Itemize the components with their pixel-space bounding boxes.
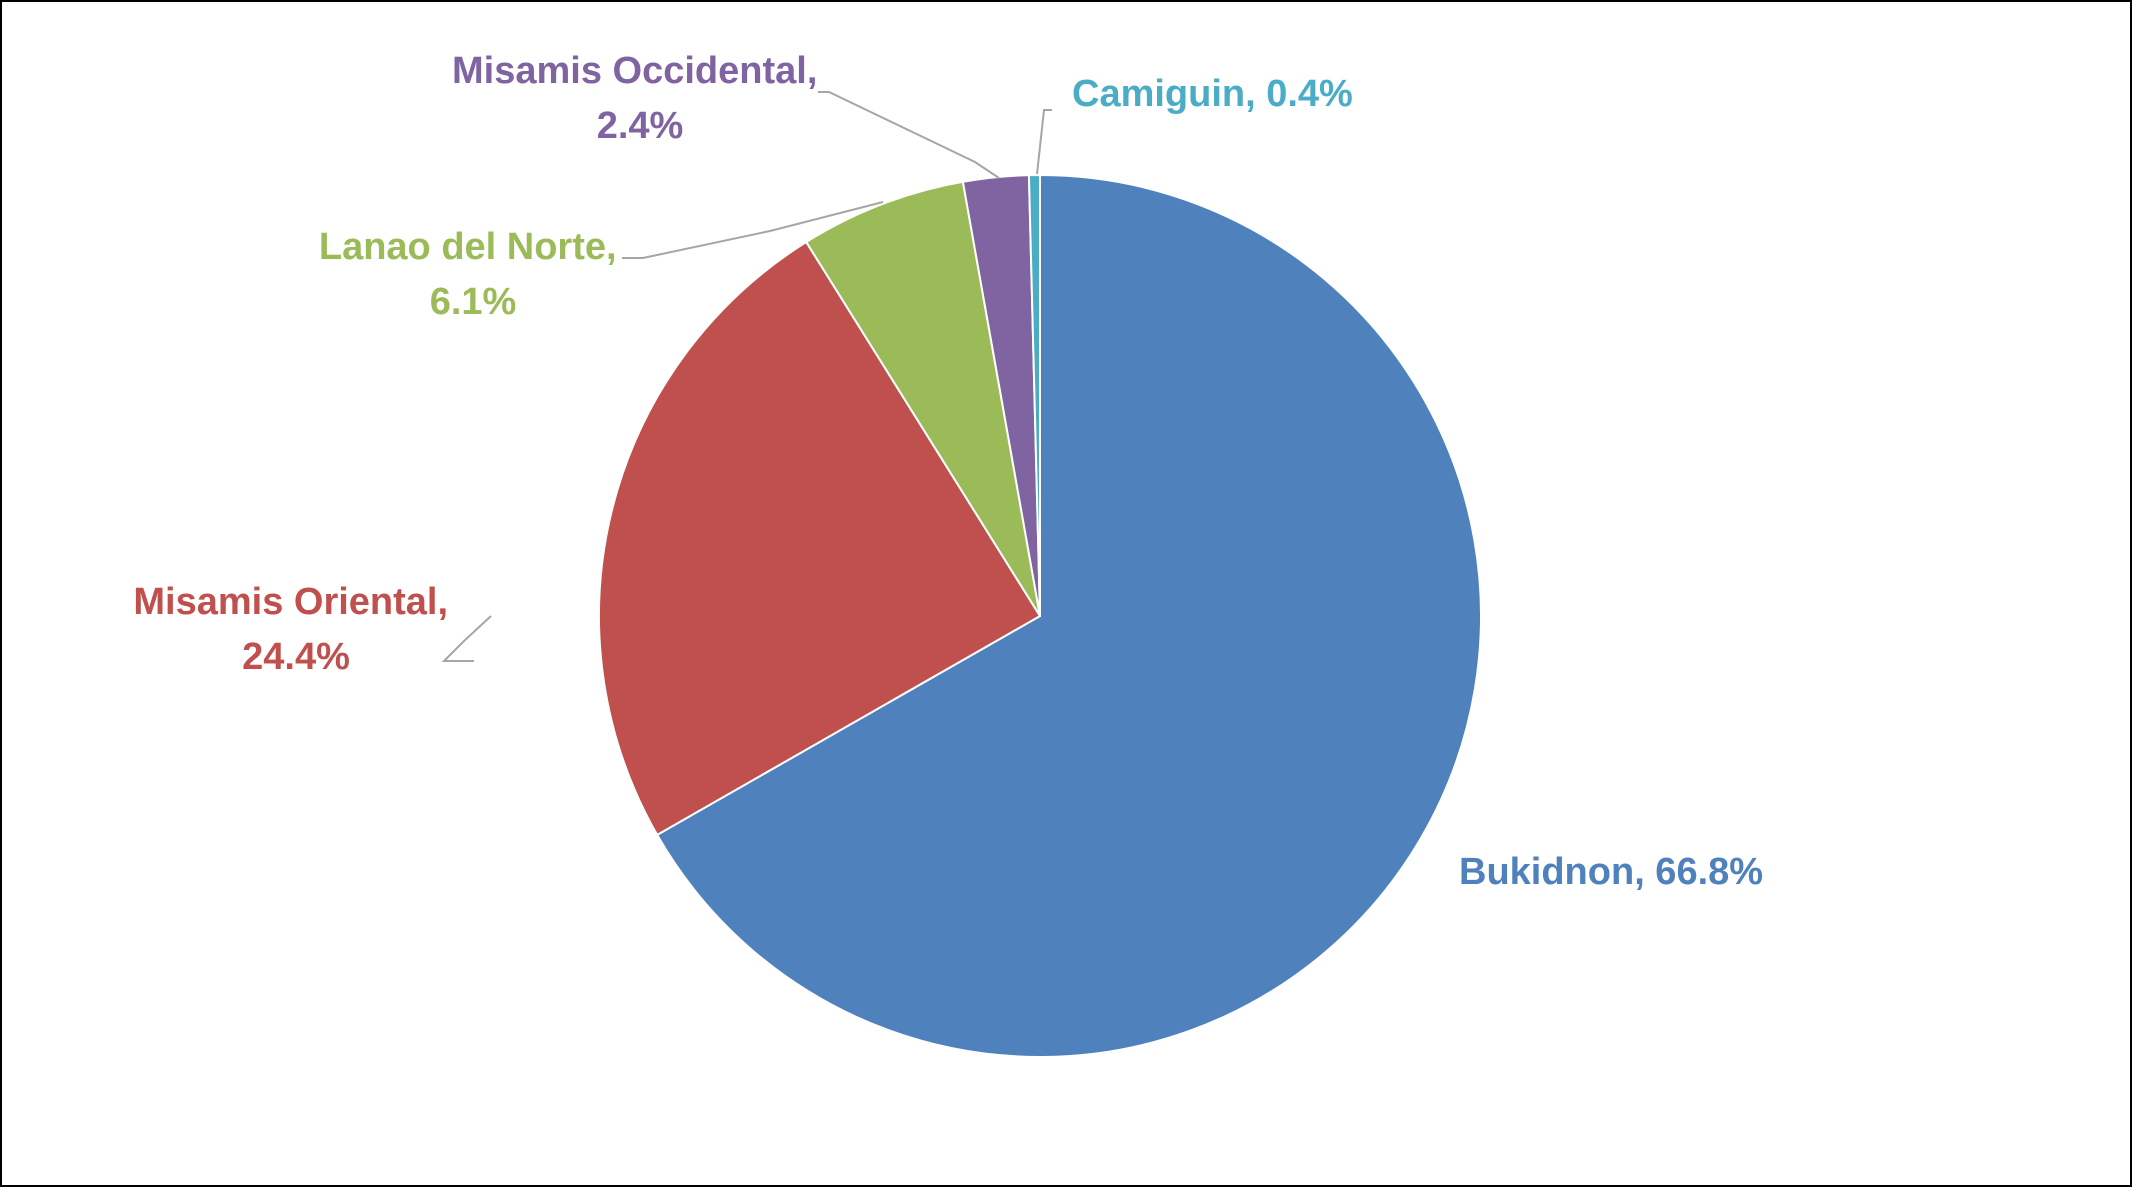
pie-slice-bukidnon — [656, 174, 1482, 1058]
leader-line-camiguin — [1036, 109, 1052, 175]
pie-slice-misamis-oriental — [598, 241, 1041, 836]
leader-line-lanao-del-norte — [622, 201, 884, 259]
pie-slices — [598, 174, 1482, 1058]
data-label-lanao-del-norte: Lanao del Norte, 6.1% — [319, 226, 627, 323]
data-label-camiguin: Camiguin, 0.4% — [1072, 73, 1353, 115]
leader-lines — [441, 91, 1052, 662]
pie-slice-camiguin — [1027, 174, 1041, 617]
data-label-misamis-occidental: Misamis Occidental, 2.4% — [452, 50, 828, 147]
data-label-bukidnon: Bukidnon, 66.8% — [1459, 851, 1763, 893]
data-labels: Bukidnon, 66.8% Misamis Oriental, 24.4% … — [133, 50, 1763, 893]
data-label-misamis-oriental: Misamis Oriental, 24.4% — [133, 581, 458, 678]
leader-line-misamis-occidental — [818, 91, 1000, 179]
leader-line-misamis-oriental — [441, 615, 492, 662]
